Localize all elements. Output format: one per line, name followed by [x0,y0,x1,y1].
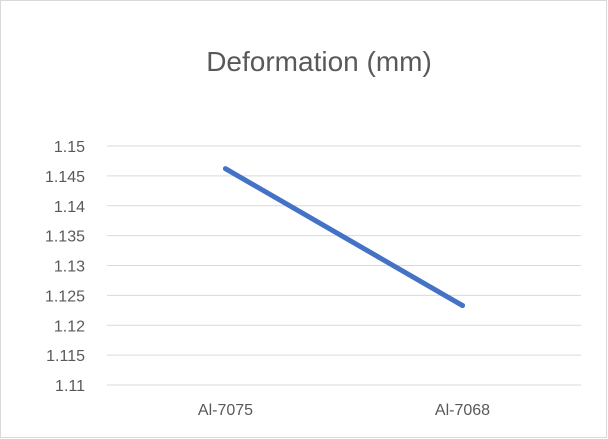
y-tick-label: 1.13 [54,259,85,276]
y-tick-label: 1.125 [45,288,85,305]
y-tick-label: 1.15 [54,139,85,156]
y-tick-label: 1.145 [45,169,85,186]
y-tick-label: 1.115 [46,348,85,365]
data-point [460,303,465,309]
x-axis-tick-labels: Al-7075 Al-7068 [198,402,490,419]
y-tick-label: 1.135 [45,229,85,246]
gridlines [107,145,581,386]
chart-title: Deformation (mm) [206,46,432,77]
x-tick-label: Al-7075 [198,402,253,419]
y-axis-tick-labels: 1.15 1.145 1.14 1.135 1.13 1.125 1.12 1.115 1.11 [45,139,85,395]
y-tick-label: 1.11 [55,378,85,395]
series-line [223,166,465,309]
data-point [223,166,228,172]
y-tick-label: 1.14 [54,199,85,216]
x-tick-label: Al-7068 [435,402,490,419]
y-tick-label: 1.12 [54,318,85,335]
data-series [223,166,465,309]
